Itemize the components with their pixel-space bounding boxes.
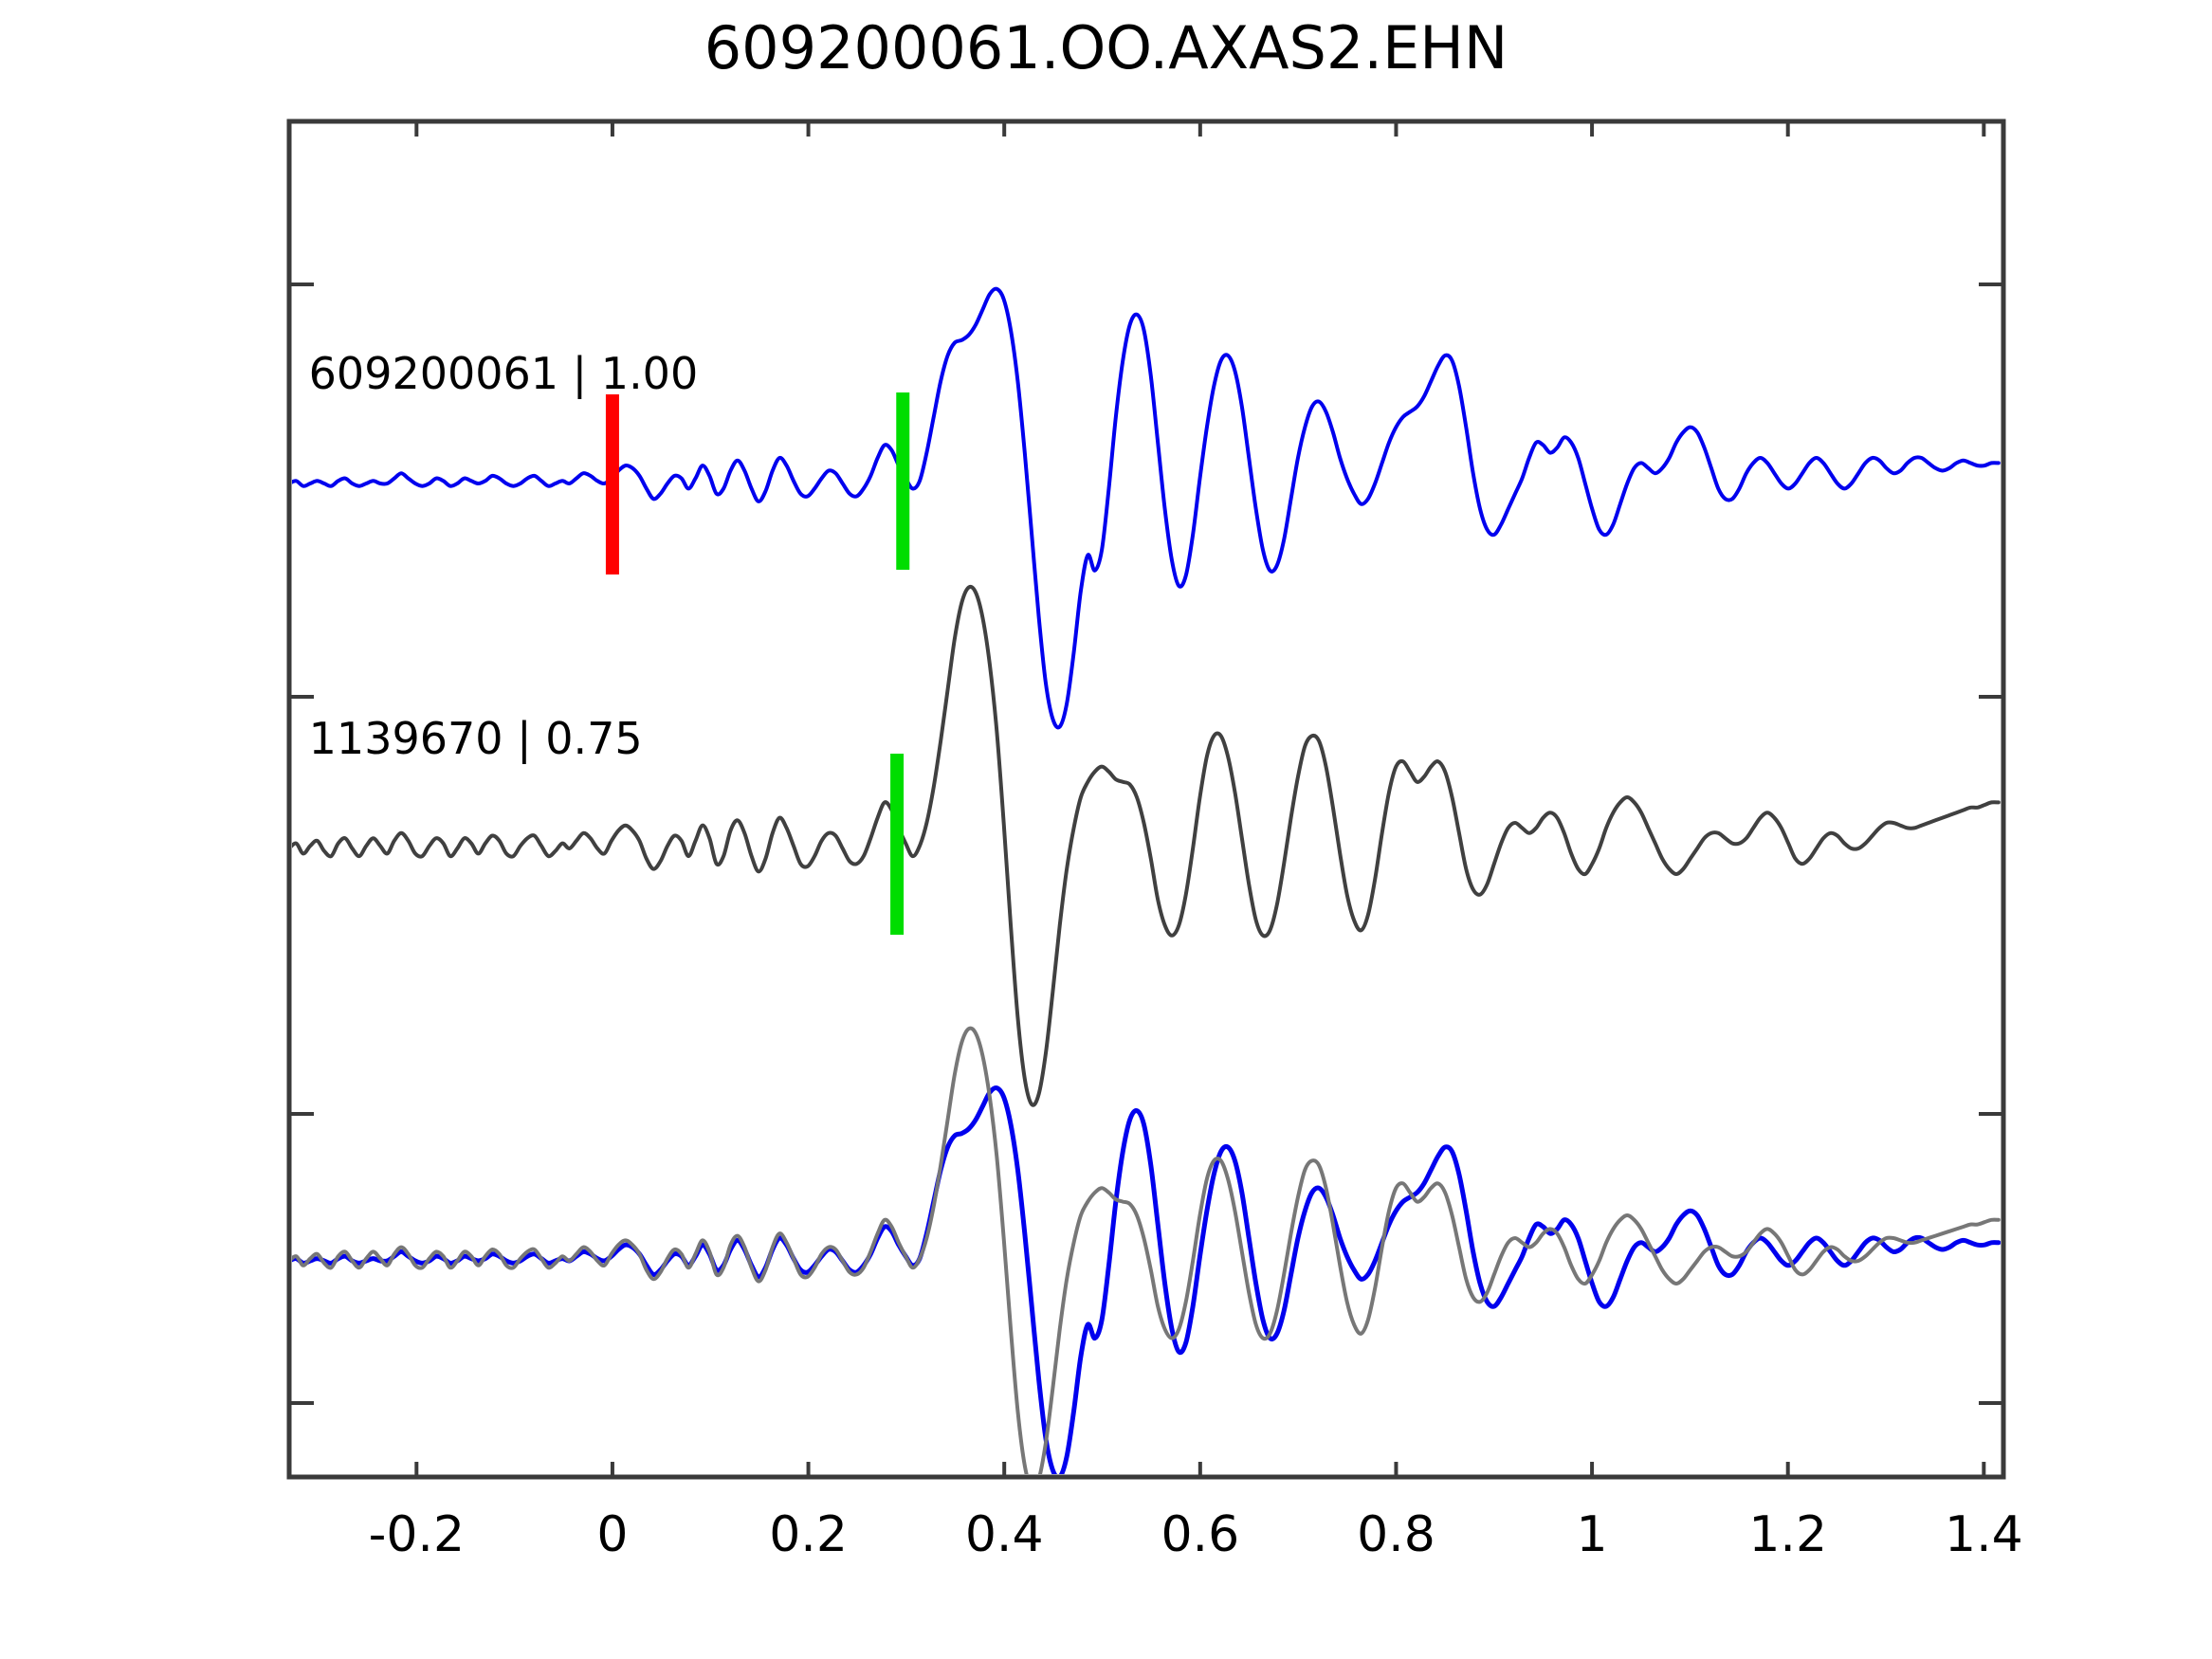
waveform-traces xyxy=(292,286,2001,1474)
overlay-template-waveform xyxy=(292,1085,2001,1474)
x-tick-label: 0.6 xyxy=(1161,1506,1239,1563)
template-waveform xyxy=(292,286,2001,730)
trace-2-label: 1139670 | 0.75 xyxy=(309,713,643,765)
overlay-detection-waveform xyxy=(292,1026,2001,1474)
x-tick-label: 1.2 xyxy=(1748,1506,1827,1563)
x-tick-label: 0.8 xyxy=(1357,1506,1435,1563)
x-tick-label: 1 xyxy=(1577,1506,1608,1563)
pick-marker-green-template xyxy=(896,392,910,570)
pick-marker-green-detection xyxy=(890,754,905,935)
x-axis-tick-labels: -0.2 0 0.2 0.4 0.6 0.8 1 1.2 1.4 xyxy=(369,1506,2023,1563)
pick-markers xyxy=(605,392,910,935)
x-tick-label: 1.4 xyxy=(1945,1506,2023,1563)
plot-border xyxy=(286,118,2006,1480)
x-tick-label: -0.2 xyxy=(369,1506,465,1563)
trace-1-label: 609200061 | 1.00 xyxy=(309,348,699,400)
axes-frame xyxy=(286,118,2006,1480)
pick-marker-red-template xyxy=(605,394,619,574)
x-tick-label: 0 xyxy=(596,1506,628,1563)
x-tick-label: 0.2 xyxy=(769,1506,848,1563)
x-tick-label: 0.4 xyxy=(965,1506,1044,1563)
detection-waveform xyxy=(292,584,2001,1107)
trace-labels: 609200061 | 1.00 1139670 | 0.75 xyxy=(309,348,699,765)
page-title: 609200061.OO.AXAS2.EHN xyxy=(704,13,1508,82)
